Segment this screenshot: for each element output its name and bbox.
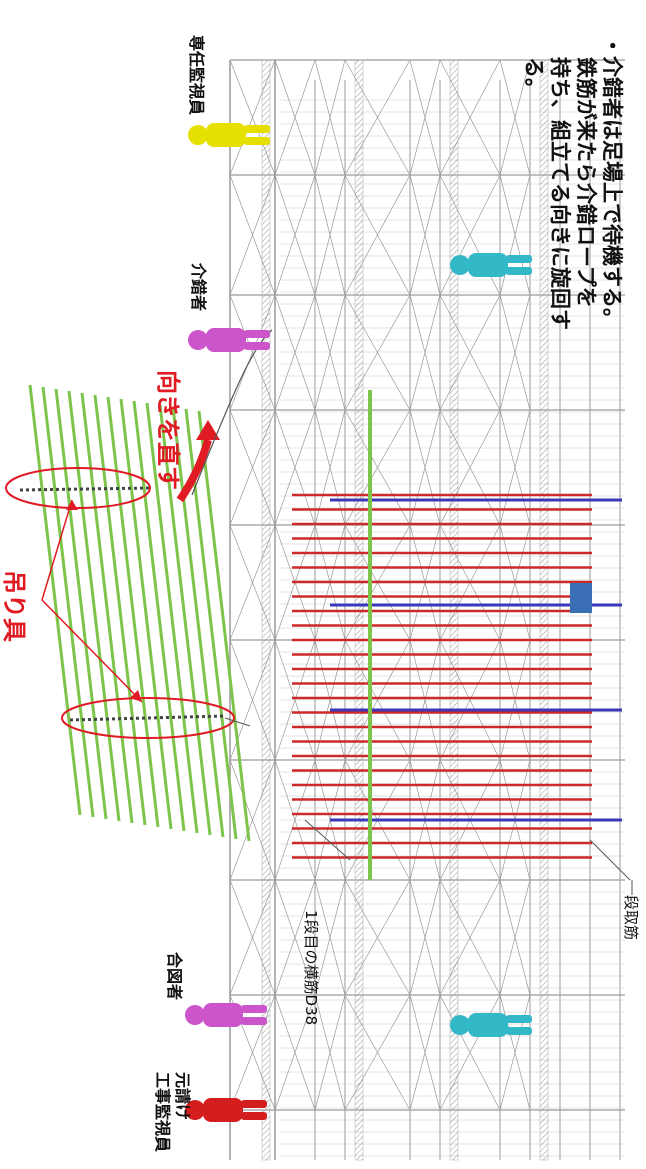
person-body: [468, 1013, 508, 1037]
rotate-arrow-head: [196, 420, 220, 440]
chain-bottom: [69, 714, 226, 722]
person-head: [185, 1005, 205, 1025]
person-sennin: [188, 123, 270, 147]
marker-square: [570, 583, 592, 613]
person-kaishaku: [188, 328, 270, 352]
rebar-green: [145, 402, 199, 834]
horizontal-rebar-d38: [292, 493, 592, 859]
rebar-green: [93, 394, 147, 826]
scaffold-brace: [409, 59, 441, 176]
person-leg: [506, 1015, 532, 1023]
scaffold-brace: [314, 879, 346, 996]
scaffold-brace: [274, 759, 316, 881]
person-head: [185, 1100, 205, 1120]
person-worker-lower: [450, 1013, 532, 1037]
person-body: [206, 123, 246, 147]
scaffold-brace: [499, 59, 531, 176]
scaffold-plank: [261, 59, 271, 1161]
person-head: [450, 255, 470, 275]
scaffold-brace: [409, 174, 441, 296]
scaffold-brace: [274, 639, 316, 761]
rebar-green: [132, 400, 186, 832]
scaffold-brace: [274, 294, 316, 411]
rebar-green: [80, 392, 134, 824]
scaffold-brace: [274, 174, 316, 296]
guide-rope: [191, 329, 273, 496]
scaffold-brace: [409, 879, 441, 996]
person-moto: [185, 1098, 267, 1122]
scaffold-brace: [499, 409, 531, 526]
arrow-line-top: [41, 499, 73, 601]
rebar-green: [119, 398, 173, 830]
person-leg: [506, 267, 532, 275]
scaffold-brace: [314, 174, 346, 296]
rotate-arrow: [176, 438, 212, 503]
person-leg: [241, 1100, 267, 1108]
leader-dantori: [589, 839, 631, 881]
leader-yokokin: [304, 819, 351, 861]
arrow-head-bottom: [130, 690, 142, 702]
scaffold-brace: [499, 879, 531, 996]
rebar-green: [158, 404, 212, 836]
person-leg: [241, 1017, 267, 1025]
rebar-green: [197, 410, 251, 842]
person-leg: [506, 255, 532, 263]
scaffold-brace: [314, 994, 346, 1111]
scaffold-brace: [499, 994, 531, 1111]
scaffold-brace: [409, 994, 441, 1111]
rebar-green: [106, 396, 160, 828]
suspended-rebar-bundle: [28, 384, 251, 842]
person-leg: [244, 342, 270, 350]
scaffold-brace: [314, 409, 346, 526]
person-head: [188, 330, 208, 350]
rebar-green: [41, 386, 95, 818]
person-body: [203, 1098, 243, 1122]
rebar-green: [67, 390, 121, 822]
scaffold-brace: [499, 639, 531, 761]
scaffold-brace: [314, 639, 346, 761]
scaffold-brace: [409, 639, 441, 761]
arrow-head-top: [66, 500, 78, 510]
person-head: [450, 1015, 470, 1035]
person-leg: [241, 1005, 267, 1013]
people: [185, 123, 532, 1122]
person-leg: [244, 330, 270, 338]
person-body: [468, 253, 508, 277]
person-leg: [244, 137, 270, 145]
person-worker-upper: [450, 253, 532, 277]
scaffold-brace: [274, 879, 316, 996]
chain-top: [19, 486, 151, 492]
person-body: [206, 328, 246, 352]
hanging-tool-circle-top: [5, 467, 151, 509]
rebar-green: [54, 388, 108, 820]
rebar-green: [171, 406, 225, 838]
person-leg: [241, 1112, 267, 1120]
person-leg: [506, 1027, 532, 1035]
arrow-line-bottom: [41, 599, 143, 703]
person-head: [188, 125, 208, 145]
scaffold-brace: [314, 294, 346, 411]
scaffold-brace: [274, 409, 316, 526]
scaffold-brace: [409, 409, 441, 526]
person-aizu: [185, 1003, 267, 1027]
scaffold-brace: [274, 994, 316, 1111]
rebar-green: [28, 384, 82, 816]
scaffold-brace: [409, 294, 441, 411]
person-body: [203, 1003, 243, 1027]
hanging-tool-circle-bottom: [61, 697, 235, 739]
scaffold-brace: [499, 294, 531, 411]
scaffold-brace: [314, 59, 346, 176]
hang-line: [224, 717, 251, 727]
person-leg: [244, 125, 270, 133]
scaffold-brace: [274, 59, 316, 176]
